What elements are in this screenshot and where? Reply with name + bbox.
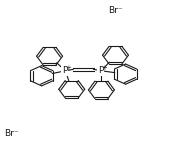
Text: P: P <box>62 66 67 75</box>
Text: Br⁻: Br⁻ <box>4 129 19 138</box>
Text: +: + <box>102 65 108 71</box>
Text: P: P <box>98 66 103 75</box>
Text: +: + <box>66 65 72 71</box>
Text: Br⁻: Br⁻ <box>109 6 123 15</box>
